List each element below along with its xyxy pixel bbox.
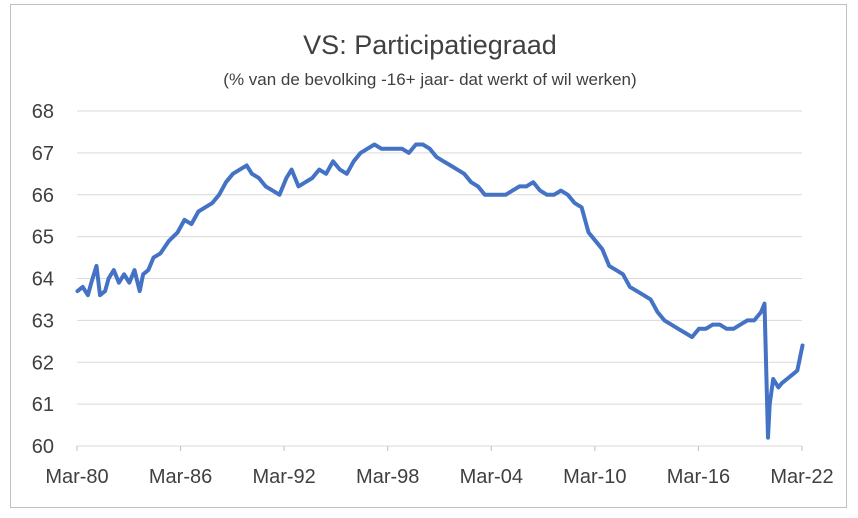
chart-subtitle: (% van de bevolking -16+ jaar- dat werkt… [223,70,636,89]
y-tick-label: 65 [32,227,54,249]
y-axis-ticks: 60 61 62 63 64 65 66 67 68 [32,101,54,458]
x-tick-label: Mar-16 [667,466,730,488]
gridlines [77,110,802,447]
x-tick-label: Mar-86 [149,466,212,488]
x-tick-label: Mar-80 [45,466,108,488]
y-tick-label: 60 [32,436,54,458]
x-tick-label: Mar-22 [770,466,833,488]
y-tick-label: 62 [32,352,54,374]
series-layer [75,142,805,440]
x-tick-label: Mar-92 [252,466,315,488]
y-tick-label: 67 [32,143,54,165]
y-tick-label: 68 [32,101,54,123]
chart-title: VS: Participatiegraad [303,30,557,60]
y-tick-label: 66 [32,185,54,207]
x-tick-label: Mar-98 [356,466,419,488]
y-tick-label: 64 [32,269,54,291]
x-tick-label: Mar-10 [563,466,626,488]
series-line-0 [75,142,805,440]
x-axis-ticks: Mar-80 Mar-86 Mar-92 Mar-98 Mar-04 Mar-10 Mar-… [45,446,834,488]
y-tick-label: 61 [32,394,54,416]
chart: VS: Participatiegraad (% van de bevolkin… [32,30,834,488]
x-tick-label: Mar-04 [460,466,523,488]
chart-frame: VS: Participatiegraad (% van de bevolkin… [10,4,847,508]
y-tick-label: 63 [32,310,54,332]
